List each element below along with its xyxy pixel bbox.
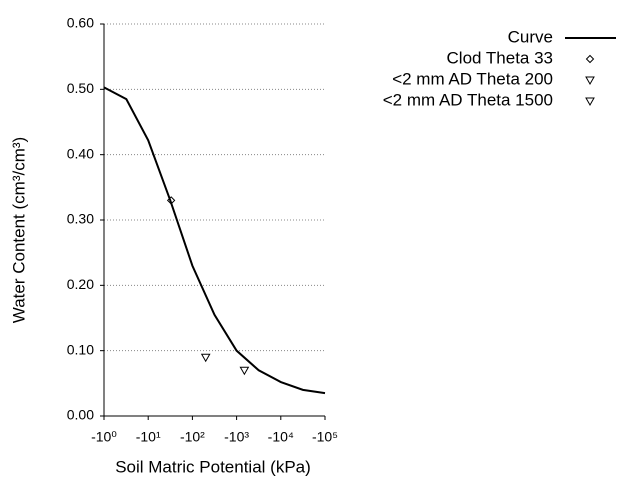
- y-axis-title: Water Content (cm³/cm³): [9, 137, 28, 323]
- curve: [103, 86, 326, 395]
- x-tick-label: -10²: [180, 429, 205, 445]
- legend-marker: [585, 54, 595, 64]
- x-axis-title: Soil Matric Potential (kPa): [115, 457, 311, 476]
- y-tick-label: 0.40: [67, 145, 94, 161]
- x-tick-label: -10⁴: [268, 429, 294, 445]
- legend-marker: [585, 97, 595, 107]
- data-point: [239, 366, 250, 376]
- x-tick-label: -10⁰: [91, 429, 117, 445]
- x-tick-label: -10¹: [136, 429, 161, 445]
- data-point: [200, 353, 211, 363]
- x-tick-label: -10³: [224, 429, 249, 445]
- legend-marker: [585, 76, 595, 86]
- y-tick-label: 0.00: [67, 407, 94, 423]
- legend-label: Clod Theta 33: [447, 48, 553, 67]
- legend-label: <2 mm AD Theta 1500: [383, 90, 553, 109]
- y-tick-label: 0.60: [67, 15, 94, 31]
- data-point: [166, 196, 176, 205]
- legend-label: Curve: [508, 27, 553, 46]
- y-tick-label: 0.30: [67, 211, 94, 227]
- y-tick-label: 0.10: [67, 341, 94, 357]
- y-tick-label: 0.20: [67, 276, 94, 292]
- x-tick-label: -10⁵: [312, 429, 338, 445]
- legend-label: <2 mm AD Theta 200: [392, 69, 553, 88]
- y-tick-label: 0.50: [67, 80, 94, 96]
